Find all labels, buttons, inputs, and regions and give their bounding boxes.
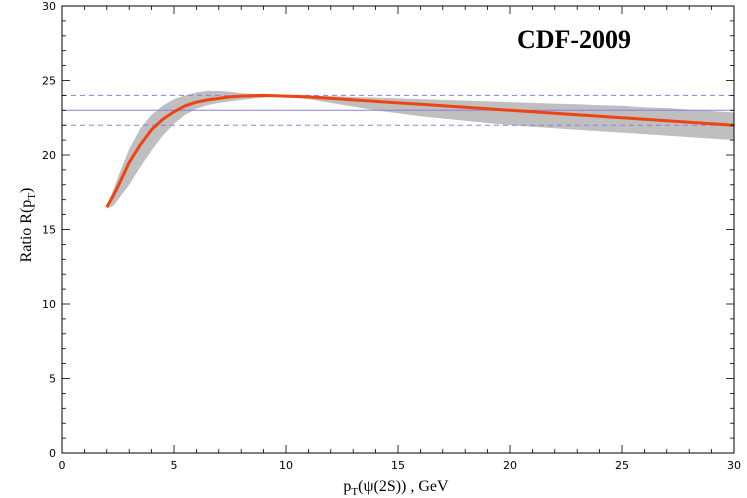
y-tick-label: 10 (42, 298, 56, 311)
uncertainty-band (106, 90, 735, 209)
x-tick-label: 0 (59, 459, 66, 472)
y-tick-label: 25 (42, 75, 56, 88)
x-tick-label: 30 (727, 459, 741, 472)
x-tick-label: 25 (615, 459, 629, 472)
x-tick-label: 10 (279, 459, 293, 472)
plot-frame (61, 5, 735, 454)
y-axis-title-rest: ) (18, 188, 35, 193)
y-tick-label: 0 (49, 447, 56, 460)
x-axis-title: pT(ψ(2S)) , GeV (343, 478, 449, 498)
central-curve (105, 93, 735, 208)
x-tick-label: 20 (503, 459, 517, 472)
y-tick-label: 15 (42, 224, 56, 237)
y-axis-title-main: Ratio R(p (18, 200, 35, 263)
y-tick-label: 20 (42, 149, 56, 162)
x-axis-title-sub: T (351, 486, 358, 498)
curve-layer (105, 93, 735, 208)
x-axis-title-rest: (ψ(2S)) , GeV (358, 478, 449, 495)
y-axis-title: Ratio R(pT) (18, 188, 38, 263)
x-tick-label: 15 (391, 459, 405, 472)
y-axis-title-sub: T (26, 193, 38, 200)
y-axis-ticks: 0 5 10 15 20 25 30 (42, 0, 734, 460)
band-layer (106, 90, 735, 209)
x-axis-ticks: 0 5 10 15 20 25 30 (59, 6, 741, 472)
x-axis-title-main: p (343, 478, 351, 495)
y-tick-label: 30 (42, 0, 56, 13)
y-tick-label: 5 (49, 373, 56, 386)
x-tick-label: 5 (171, 459, 178, 472)
chart-title: CDF-2009 (517, 25, 631, 54)
